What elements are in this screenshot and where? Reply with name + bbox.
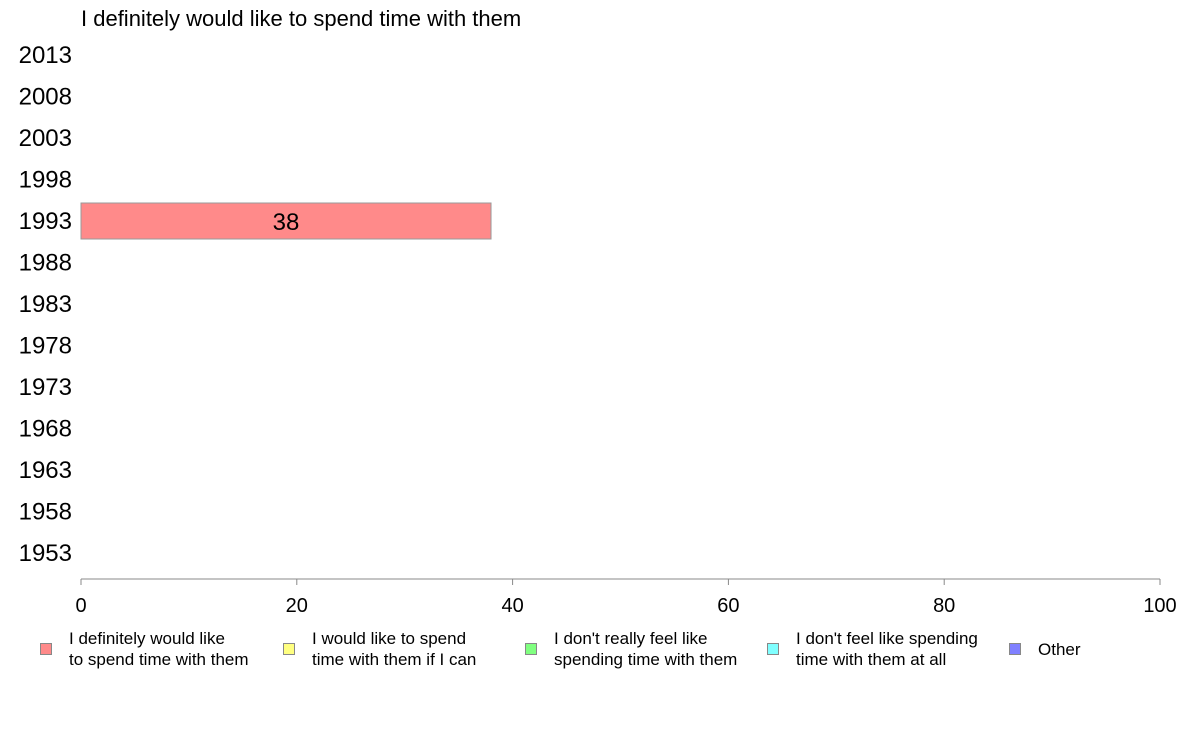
x-tick-label: 40 xyxy=(501,595,523,617)
legend-label: I would like to spend time with them if … xyxy=(312,629,477,669)
x-tick-label: 0 xyxy=(75,595,86,617)
y-tick-label: 1983 xyxy=(19,291,72,318)
y-tick-label: 1953 xyxy=(19,540,72,567)
legend-label: I don't really feel like spending time w… xyxy=(554,629,738,669)
legend-item: Other xyxy=(1009,626,1081,672)
y-tick-label: 1958 xyxy=(19,499,72,526)
y-tick-label: 1988 xyxy=(19,250,72,277)
x-tick-label: 100 xyxy=(1143,595,1176,617)
legend-item: I don't feel like spending time with the… xyxy=(767,626,978,672)
legend-swatch xyxy=(40,643,52,655)
y-tick-label: 1968 xyxy=(19,416,72,443)
legend-swatch xyxy=(525,643,537,655)
legend-swatch xyxy=(283,643,295,655)
x-tick-label: 60 xyxy=(717,595,739,617)
y-tick-label: 1998 xyxy=(19,167,72,194)
y-tick-label: 2003 xyxy=(19,125,72,152)
y-axis-labels: 2013 2008 2003 1998 1993 1988 1983 1978 1973 1968… xyxy=(19,42,72,567)
y-tick-label: 1978 xyxy=(19,333,72,360)
chart-title: I definitely would like to spend time wi… xyxy=(81,6,521,31)
bars: 38 xyxy=(80,202,492,240)
y-tick-label: 1993 xyxy=(19,208,72,235)
bar xyxy=(80,202,492,240)
legend-label: I don't feel like spending time with the… xyxy=(796,629,978,669)
legend-item: I don't really feel like spending time w… xyxy=(525,626,737,672)
y-tick-label: 2013 xyxy=(19,42,72,69)
x-axis: 0 20 40 60 80 100 xyxy=(75,578,1177,617)
legend: I definitely would like to spend time wi… xyxy=(0,626,1188,686)
legend-label: Other xyxy=(1038,639,1081,659)
y-tick-label: 1963 xyxy=(19,457,72,484)
x-tick-label: 20 xyxy=(286,595,308,617)
y-tick-label: 2008 xyxy=(19,84,72,111)
chart: I definitely would like to spend time wi… xyxy=(19,6,1177,617)
legend-item: I would like to spend time with them if … xyxy=(283,626,476,672)
legend-swatch xyxy=(1009,643,1021,655)
y-tick-label: 1973 xyxy=(19,374,72,401)
bar-value-label: 38 xyxy=(273,209,300,236)
x-tick-label: 80 xyxy=(933,595,955,617)
legend-swatch xyxy=(767,643,779,655)
legend-item: I definitely would like to spend time wi… xyxy=(40,626,249,672)
legend-label: I definitely would like to spend time wi… xyxy=(69,629,249,669)
